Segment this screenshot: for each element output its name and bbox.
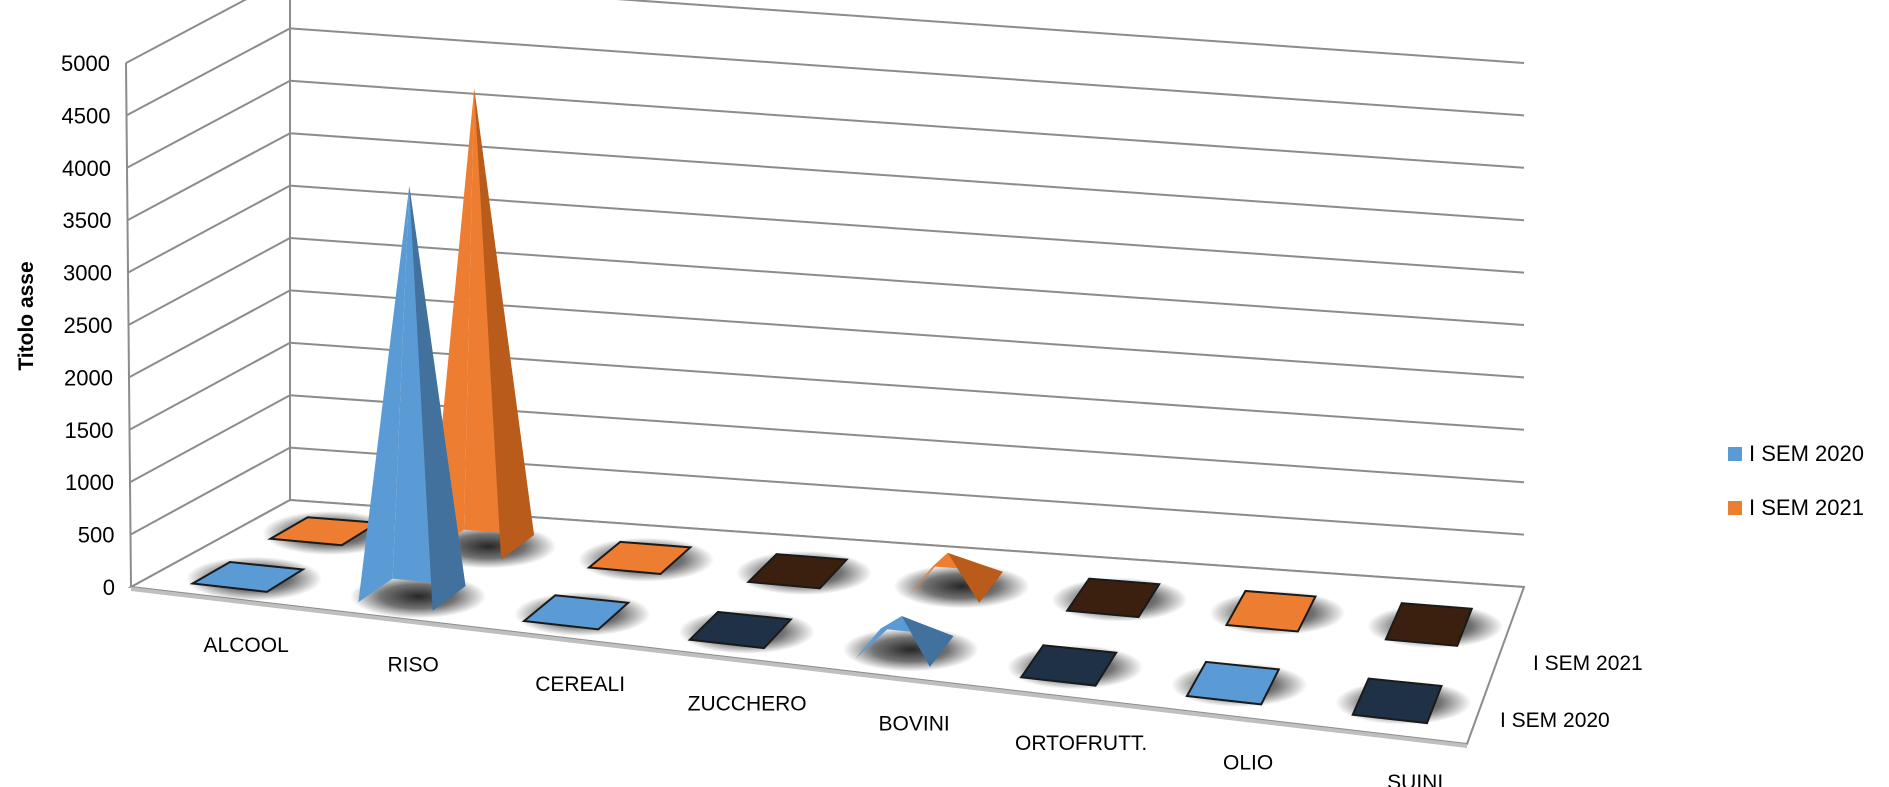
category-label: ORTOFRUTT. xyxy=(1015,732,1147,755)
bar-base-1-5 xyxy=(1065,577,1161,619)
floor-edge xyxy=(131,587,1467,748)
y-axis-ticks: 0 500 1000 1500 2000 2500 3000 3500 4000 4500 5000 xyxy=(61,51,115,600)
legend-item-series-2: I SEM 2021 xyxy=(1728,495,1864,520)
bar-face-1-1 xyxy=(429,88,475,554)
bar-base-0-7 xyxy=(1351,677,1443,725)
y-tick-label: 1000 xyxy=(65,470,114,495)
bar-base-0-6 xyxy=(1185,660,1281,706)
legend-label-series-2: I SEM 2021 xyxy=(1749,495,1864,520)
side-gridline xyxy=(128,289,291,379)
bar-base-0-0 xyxy=(189,560,306,593)
y-tick-label: 2000 xyxy=(64,365,113,390)
bar-side-0-1 xyxy=(409,185,466,611)
bar-side-0-4 xyxy=(901,616,954,667)
back-gridline xyxy=(289,132,1525,222)
legend: I SEM 2020 I SEM 2021 xyxy=(1728,441,1864,550)
bar-base-0-2 xyxy=(521,594,631,631)
bar-base-1-3 xyxy=(746,553,849,590)
y-tick-label: 0 xyxy=(103,575,115,600)
y-tick-label: 4500 xyxy=(62,103,111,128)
category-label: SUINI xyxy=(1387,771,1443,787)
bar-base-1-6 xyxy=(1224,589,1318,633)
back-gridline xyxy=(289,184,1525,274)
legend-swatch-series-1 xyxy=(1728,447,1742,461)
back-gridline xyxy=(616,0,1525,64)
back-gridline xyxy=(289,27,1525,117)
category-label: ALCOOL xyxy=(204,634,289,657)
side-gridline xyxy=(129,394,291,484)
y-tick-label: 3500 xyxy=(63,208,112,233)
gridlines xyxy=(125,0,1525,588)
bar-base-1-2 xyxy=(586,540,693,575)
side-gridline xyxy=(128,237,291,326)
side-gridline xyxy=(127,132,291,222)
back-gridline xyxy=(289,79,1525,169)
bar-face-0-4 xyxy=(855,616,902,659)
category-label: CEREALI xyxy=(535,673,625,696)
y-axis-title: Titolo asse xyxy=(15,261,38,370)
y-tick-label: 5000 xyxy=(61,51,110,76)
bars xyxy=(189,88,1474,725)
side-gridline xyxy=(126,79,291,169)
depth-label: I SEM 2021 xyxy=(1533,652,1643,675)
y-axis-line xyxy=(125,62,132,588)
depth-axis-labels: I SEM 2021 I SEM 2020 xyxy=(1500,652,1643,732)
side-gridline xyxy=(126,27,291,117)
side-gridline xyxy=(130,446,291,536)
side-gridline xyxy=(129,341,291,431)
side-gridline xyxy=(127,184,291,274)
y-tick-label: 3000 xyxy=(63,261,112,286)
x-axis-categories: ALCOOL RISO CEREALI ZUCCHERO BOVINI ORTOFRUTT… xyxy=(204,634,1444,787)
category-label: ZUCCHERO xyxy=(688,693,807,716)
y-tick-label: 500 xyxy=(78,523,115,548)
category-label: BOVINI xyxy=(879,712,950,735)
bar-side-1-4 xyxy=(947,552,1003,603)
y-tick-label: 2500 xyxy=(64,313,113,338)
legend-swatch-series-2 xyxy=(1728,501,1742,515)
bar-side-1-1 xyxy=(474,88,535,560)
legend-item-series-1: I SEM 2020 xyxy=(1728,441,1864,466)
category-label: OLIO xyxy=(1223,752,1273,775)
y-tick-label: 1500 xyxy=(65,418,114,443)
side-gridline xyxy=(125,0,247,64)
bar-base-0-3 xyxy=(687,610,793,650)
legend-label-series-1: I SEM 2020 xyxy=(1749,441,1864,466)
bar-base-0-5 xyxy=(1019,644,1118,687)
bar-base-1-7 xyxy=(1384,602,1474,647)
depth-label: I SEM 2020 xyxy=(1500,709,1610,732)
bar-face-0-1 xyxy=(358,185,410,603)
category-label: RISO xyxy=(387,653,438,676)
y-tick-label: 4000 xyxy=(62,156,111,181)
